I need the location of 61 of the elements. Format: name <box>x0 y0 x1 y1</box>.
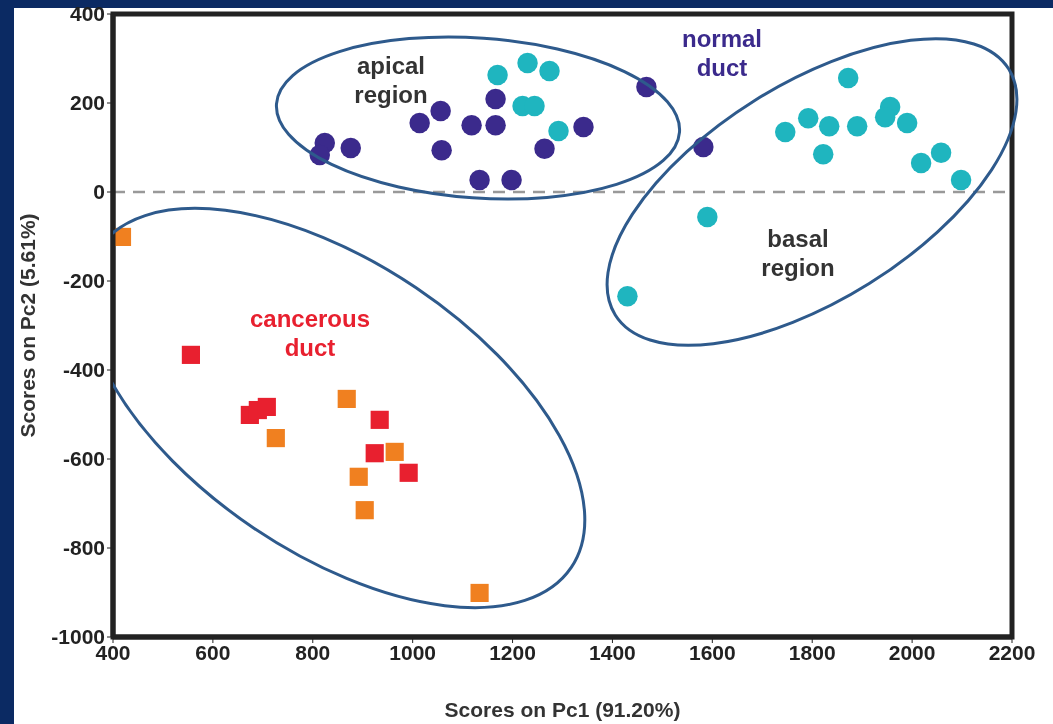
point <box>431 139 452 161</box>
point <box>485 115 506 136</box>
point <box>846 115 868 137</box>
point <box>797 107 819 129</box>
point <box>181 345 200 364</box>
point <box>430 100 451 122</box>
point <box>355 501 374 520</box>
x-tick-label: 1200 <box>489 640 536 664</box>
x-tick-label: 1600 <box>688 640 736 664</box>
point <box>257 397 276 417</box>
point <box>501 169 522 191</box>
y-tick-label: 200 <box>69 91 105 115</box>
point <box>775 121 796 143</box>
point <box>539 60 560 82</box>
point <box>573 116 594 138</box>
annotation: basal region <box>761 225 835 282</box>
point <box>370 410 389 429</box>
annotation: cancerous duct <box>249 305 371 362</box>
point <box>950 169 972 191</box>
point <box>349 467 368 486</box>
y-tick-label: 400 <box>69 2 105 26</box>
point <box>409 112 430 134</box>
point <box>697 206 718 228</box>
point <box>485 88 506 110</box>
point <box>470 583 489 603</box>
y-tick-label: -600 <box>62 447 105 471</box>
x-tick-label: 1800 <box>788 640 836 664</box>
point <box>461 115 482 136</box>
point <box>896 112 918 134</box>
point <box>910 152 932 174</box>
point <box>340 137 361 159</box>
point <box>517 52 538 74</box>
annotation: normal duct <box>681 25 763 82</box>
point <box>930 142 952 164</box>
x-tick-label: 600 <box>195 640 231 664</box>
point <box>337 389 356 409</box>
point <box>874 107 896 128</box>
x-tick-label: 2200 <box>988 640 1036 664</box>
point <box>399 463 418 482</box>
annotation: apical region <box>354 52 428 109</box>
x-tick-label: 1000 <box>389 640 437 664</box>
point <box>818 115 840 137</box>
point <box>812 143 834 165</box>
point <box>548 120 569 142</box>
x-tick-label: 2000 <box>888 640 936 664</box>
point <box>617 285 638 307</box>
point <box>837 67 859 89</box>
point <box>385 442 404 461</box>
point <box>487 64 508 86</box>
y-tick-label: -200 <box>62 269 105 293</box>
y-tick-label: 0 <box>93 180 105 204</box>
x-axis-title: Scores on Pc1 (91.20%) <box>444 698 681 721</box>
point <box>266 429 285 448</box>
point <box>469 169 490 191</box>
point <box>365 444 384 463</box>
x-tick-label: 1400 <box>589 640 636 664</box>
point <box>534 138 555 160</box>
x-tick-label: 800 <box>295 640 331 664</box>
y-axis-title: Scores on Pc2 (5.61%) <box>16 213 40 438</box>
y-tick-label: -400 <box>62 358 105 382</box>
y-tick-label: -800 <box>62 536 105 560</box>
